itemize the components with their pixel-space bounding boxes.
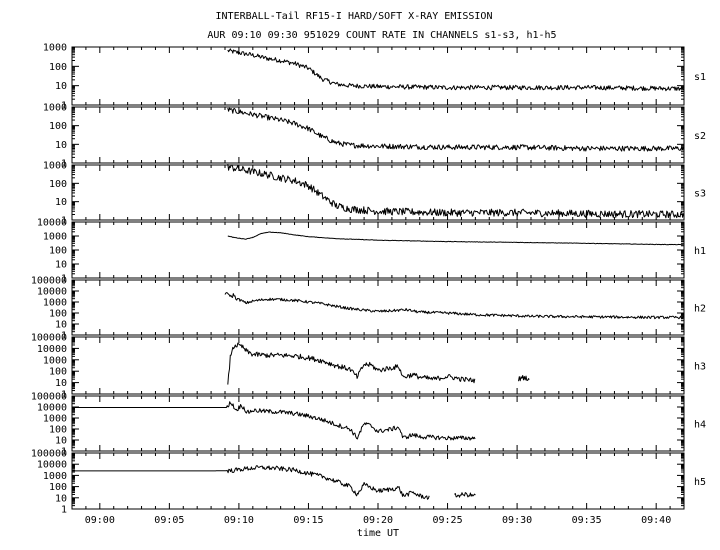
x-tick-label: 09:20 <box>363 515 393 526</box>
y-tick-label: 100 <box>49 121 67 132</box>
y-tick-label: 10 <box>55 197 67 208</box>
y-tick-label: 1 <box>61 216 67 227</box>
y-tick-label: 10 <box>55 81 67 92</box>
x-tick-label: 09:40 <box>641 515 671 526</box>
y-tick-label: 10 <box>55 378 67 389</box>
panel-s1: 1 10 100 1000 s1 <box>43 43 706 112</box>
y-tick-label: 10000 <box>37 460 67 471</box>
panel-frame <box>71 106 685 164</box>
y-tick-label: 1 <box>61 447 67 458</box>
panel-s2: 1 10 100 1000 s2 <box>43 103 706 170</box>
y-tick-label: 1000 <box>43 43 67 54</box>
y-tick-label: 100 <box>49 179 67 190</box>
x-tick-label: 09:35 <box>572 515 602 526</box>
panel-label: h3 <box>694 362 706 373</box>
y-tick-label: 1 <box>61 159 67 170</box>
y-tick-label: 10 <box>55 493 67 504</box>
panels: 1101001000s11101001000s21101001000s31101… <box>31 43 706 516</box>
x-tick-label: 09:05 <box>154 515 184 526</box>
panel-label: s3 <box>694 189 706 200</box>
panel-h1: 1 10 100 1000 10000 h1 <box>37 218 706 285</box>
y-tick-label: 100 <box>49 482 67 493</box>
series-line-h3 <box>227 342 476 385</box>
panel-frame <box>71 336 685 395</box>
y-tick-label: 100 <box>49 425 67 436</box>
series-line-s2 <box>227 107 684 152</box>
y-tick-label: 10 <box>55 436 67 447</box>
series-line-s3 <box>227 163 684 219</box>
y-tick-label: 1 <box>61 505 67 516</box>
panel-label: h5 <box>694 477 706 488</box>
y-tick-label: 10000 <box>37 287 67 298</box>
series-line-h1 <box>227 231 684 246</box>
series-line-h3 <box>518 375 530 382</box>
y-tick-label: 100 <box>49 367 67 378</box>
y-tick-label: 1000 <box>43 355 67 366</box>
y-tick-label: 100 <box>49 62 67 73</box>
y-tick-label: 10000 <box>37 218 67 229</box>
y-tick-label: 100000 <box>31 392 67 403</box>
y-tick-label: 100 <box>49 309 67 320</box>
panel-label: h1 <box>694 246 706 257</box>
y-tick-label: 1 <box>61 331 67 342</box>
series-line-h5 <box>454 492 476 498</box>
y-tick-label: 10 <box>55 140 67 151</box>
panel-frame <box>71 279 685 336</box>
panel-label: s2 <box>694 131 706 142</box>
y-tick-label: 10000 <box>37 403 67 414</box>
series-line-s1 <box>227 48 684 92</box>
panel-label: h2 <box>694 304 706 315</box>
panel-label: s1 <box>694 72 706 83</box>
y-tick-label: 10 <box>55 320 67 331</box>
y-tick-label: 1 <box>61 390 67 401</box>
chart-subtitle: AUR 09:10 09:30 951029 COUNT RATE IN CHA… <box>207 30 556 41</box>
x-tick-label: 09:15 <box>293 515 323 526</box>
panel-label: h4 <box>694 420 706 431</box>
x-axis: 09:00 09:05 09:10 09:15 09:20 09:25 09:30 09:35… <box>85 515 671 526</box>
chart-title: INTERBALL-Tail RF15-I HARD/SOFT X-RAY EM… <box>216 11 493 22</box>
panel-frame <box>71 452 685 510</box>
series-line-h2 <box>224 292 685 320</box>
series-line-h5 <box>72 465 430 500</box>
y-tick-label: 1000 <box>43 232 67 243</box>
y-tick-label: 1 <box>61 274 67 285</box>
y-tick-label: 100000 <box>31 333 67 344</box>
x-tick-label: 09:00 <box>85 515 115 526</box>
panel-frame <box>71 221 685 279</box>
panel-s3: 1 10 100 1000 s3 <box>43 161 706 227</box>
y-tick-label: 1000 <box>43 414 67 425</box>
y-tick-label: 1000 <box>43 471 67 482</box>
x-tick-label: 09:10 <box>224 515 254 526</box>
series-line-h4 <box>72 401 476 441</box>
y-tick-label: 10000 <box>37 344 67 355</box>
y-tick-label: 10 <box>55 260 67 271</box>
x-axis-label: time UT <box>357 528 399 539</box>
x-tick-label: 09:25 <box>432 515 462 526</box>
panel-frame <box>71 46 685 106</box>
y-tick-label: 1 <box>61 101 67 112</box>
y-tick-label: 100000 <box>31 449 67 460</box>
y-tick-label: 1000 <box>43 161 67 172</box>
panel-frame <box>71 395 685 452</box>
x-tick-label: 09:30 <box>502 515 532 526</box>
y-tick-label: 100000 <box>31 276 67 287</box>
y-tick-label: 1000 <box>43 298 67 309</box>
y-tick-label: 100 <box>49 246 67 257</box>
y-tick-label: 1000 <box>43 103 67 114</box>
